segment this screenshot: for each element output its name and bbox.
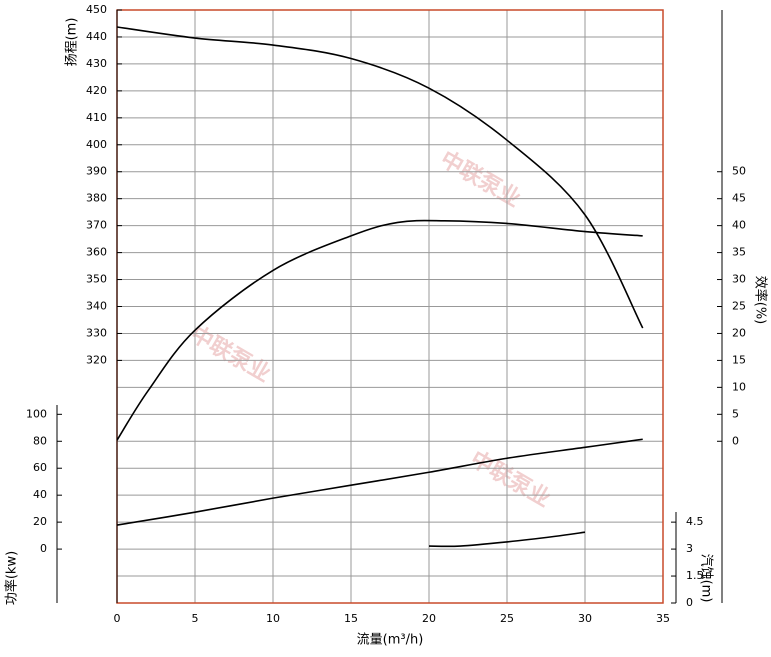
y-tick-label: 410 [86, 111, 107, 124]
y-tick-label: 0 [686, 596, 693, 609]
y-tick-label: 5 [732, 407, 739, 420]
x-tick-label: 0 [114, 612, 121, 625]
y-tick-label: 360 [86, 246, 107, 259]
x-tick-label: 30 [578, 612, 592, 625]
watermark: 中联泵业 [466, 447, 555, 513]
x-axis-label: 流量(m³/h) [357, 633, 424, 648]
axis-label: 功率(kw) [4, 551, 20, 605]
axis-label: 效率(%) [753, 276, 769, 325]
y-tick-label: 45 [732, 192, 746, 205]
x-tick-label: 25 [500, 612, 514, 625]
y-tick-label: 40 [732, 219, 746, 232]
y-tick-label: 50 [732, 165, 746, 178]
y-tick-label: 25 [732, 300, 746, 313]
y-tick-label: 320 [86, 353, 107, 366]
y-tick-label: 440 [86, 30, 107, 43]
y-tick-label: 330 [86, 326, 107, 339]
y-tick-label: 430 [86, 57, 107, 70]
curve [116, 438, 643, 526]
watermark: 中联泵业 [186, 322, 275, 388]
y-tick-label: 370 [86, 219, 107, 232]
y-tick-label: 450 [86, 3, 107, 16]
x-tick-label: 5 [192, 612, 199, 625]
y-tick-label: 0 [732, 434, 739, 447]
y-tick-label: 4.5 [686, 515, 704, 528]
y-tick-label: 390 [86, 165, 107, 178]
y-tick-label: 1.5 [686, 569, 704, 582]
x-tick-label: 35 [656, 612, 670, 625]
y-tick-label: 350 [86, 273, 107, 286]
curve [116, 219, 643, 441]
y-tick-label: 380 [86, 192, 107, 205]
y-tick-label: 15 [732, 353, 746, 366]
y-tick-label: 10 [732, 380, 746, 393]
y-tick-label: 30 [732, 273, 746, 286]
y-tick-label: 40 [33, 488, 47, 501]
watermark: 中联泵业 [436, 147, 525, 213]
y-tick-label: 0 [40, 542, 47, 555]
y-tick-label: 100 [26, 407, 47, 420]
curve [428, 531, 586, 548]
y-tick-label: 400 [86, 138, 107, 151]
y-tick-label: 35 [732, 246, 746, 259]
x-tick-label: 20 [422, 612, 436, 625]
y-tick-label: 420 [86, 84, 107, 97]
x-tick-label: 10 [266, 612, 280, 625]
y-tick-label: 340 [86, 300, 107, 313]
y-tick-label: 60 [33, 461, 47, 474]
y-tick-label: 3 [686, 542, 693, 555]
curve [116, 26, 644, 329]
x-tick-label: 15 [344, 612, 358, 625]
axis-label: 汽蚀(m) [699, 554, 714, 603]
y-tick-label: 80 [33, 434, 47, 447]
y-tick-label: 20 [33, 515, 47, 528]
axis-label: 扬程(m) [65, 18, 80, 67]
y-tick-label: 20 [732, 326, 746, 339]
